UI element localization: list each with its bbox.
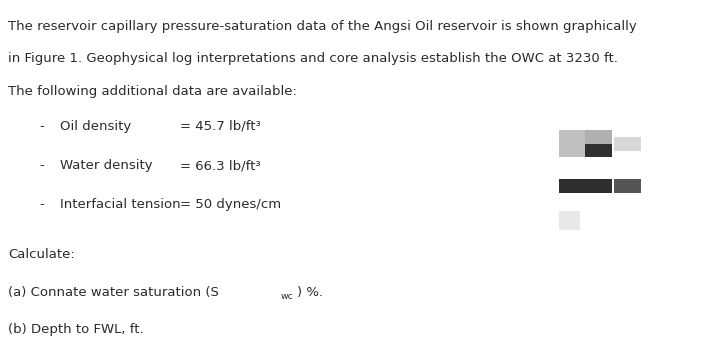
Bar xyxy=(614,137,641,151)
Text: Water density: Water density xyxy=(60,159,153,172)
Bar xyxy=(585,144,612,157)
Text: = 50 dynes/cm: = 50 dynes/cm xyxy=(180,198,281,211)
Text: -: - xyxy=(39,198,44,211)
Text: ) %.: ) %. xyxy=(297,286,323,299)
Text: Oil density: Oil density xyxy=(60,120,132,133)
Text: = 66.3 lb/ft³: = 66.3 lb/ft³ xyxy=(180,159,261,172)
Bar xyxy=(585,130,612,144)
Text: The reservoir capillary pressure-saturation data of the Angsi Oil reservoir is s: The reservoir capillary pressure-saturat… xyxy=(8,20,637,32)
Text: The following additional data are available:: The following additional data are availa… xyxy=(8,85,298,98)
Text: in Figure 1. Geophysical log interpretations and core analysis establish the OWC: in Figure 1. Geophysical log interpretat… xyxy=(8,52,619,65)
Bar xyxy=(614,179,641,193)
Text: wc: wc xyxy=(281,292,293,301)
Text: Interfacial tension: Interfacial tension xyxy=(60,198,181,211)
Bar xyxy=(559,130,585,157)
Text: -: - xyxy=(39,120,44,133)
Bar xyxy=(559,179,612,193)
Text: = 45.7 lb/ft³: = 45.7 lb/ft³ xyxy=(180,120,261,133)
Bar xyxy=(559,211,580,230)
Text: Calculate:: Calculate: xyxy=(8,248,75,261)
Text: -: - xyxy=(39,159,44,172)
Text: (a) Connate water saturation (S: (a) Connate water saturation (S xyxy=(8,286,219,299)
Text: (b) Depth to FWL, ft.: (b) Depth to FWL, ft. xyxy=(8,323,144,336)
